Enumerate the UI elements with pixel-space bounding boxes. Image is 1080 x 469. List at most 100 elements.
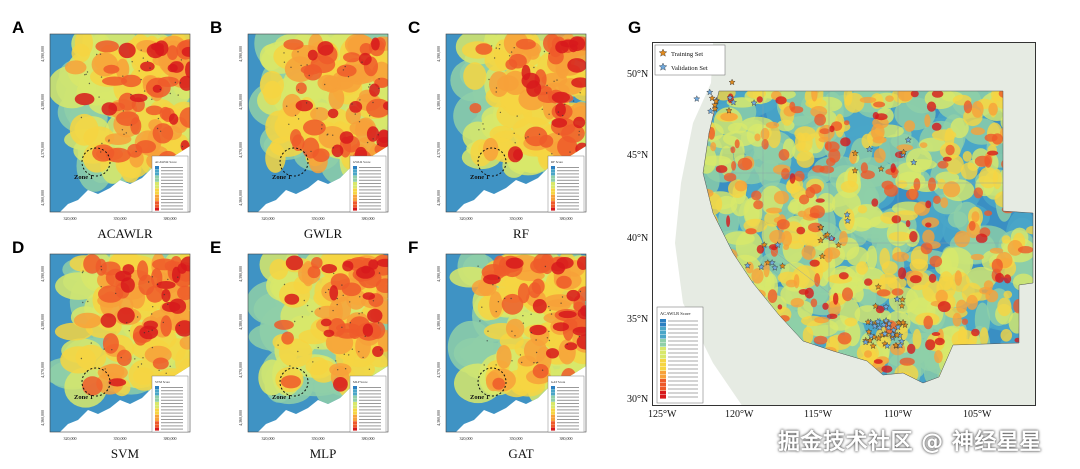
x-tick-label: 320,000 [64, 216, 77, 222]
western-us-score-map: Training Set Validation Set ACAWLR Score [653, 43, 1035, 405]
susceptibility-map-mlp: Zone 1 MLP Score 4,390,000 4,380,000 4,370,0… [238, 253, 389, 442]
x-tick-label: 350,000 [114, 216, 127, 222]
panel-letter-g: G [628, 18, 642, 37]
panel-caption-rf: RF [513, 226, 529, 241]
y-tick-label: 4,380,000 [40, 314, 46, 330]
x-tick-label: 320,000 [460, 436, 473, 442]
score-legend: MLP Score [349, 375, 387, 433]
latitude-label: 40°N [627, 233, 649, 244]
panel-letter-b: B [210, 18, 223, 37]
zone-1-label: Zone 1 [470, 174, 489, 181]
y-tick-label: 4,390,000 [40, 266, 46, 282]
zone-1-label: Zone 1 [272, 174, 291, 181]
y-tick-label: 4,370,000 [436, 142, 442, 158]
y-tick-label: 4,370,000 [40, 142, 46, 158]
x-tick-label: 350,000 [510, 216, 523, 222]
longitude-label: 125°W [648, 409, 677, 420]
zone-1-label: Zone 1 [272, 394, 291, 401]
latitude-label: 45°N [627, 150, 649, 161]
panel-caption-gat: GAT [508, 446, 534, 461]
svg-text:RF Score: RF Score [551, 160, 564, 164]
svg-text:ACAWLR Score: ACAWLR Score [660, 311, 691, 316]
y-tick-label: 4,380,000 [238, 314, 244, 330]
x-tick-label: 350,000 [510, 436, 523, 442]
svg-text:MLP Score: MLP Score [353, 380, 368, 384]
longitude-label: 105°W [963, 409, 992, 420]
x-tick-label: 380,000 [164, 216, 177, 222]
acawlr-score-legend: ACAWLR Score [656, 306, 704, 404]
legend-star-icon [658, 48, 668, 57]
longitude-label: 120°W [725, 409, 754, 420]
x-tick-label: 380,000 [362, 436, 375, 442]
y-tick-label: 4,360,000 [40, 410, 46, 426]
panel-letter-a: A [12, 18, 25, 37]
x-tick-label: 380,000 [560, 216, 573, 222]
watermark-text: 掘金技术社区 @ 神经星星 [778, 430, 1042, 455]
score-legend: RF Score [547, 155, 585, 213]
x-tick-label: 320,000 [262, 216, 275, 222]
zone-1-label: Zone 1 [470, 394, 489, 401]
susceptibility-map-svm: Zone 1 SVM Score 4,390,000 4,380,000 4,370,0… [40, 253, 191, 442]
panel-letter-e: E [210, 238, 222, 257]
zone-1-circle [279, 147, 309, 177]
y-tick-label: 4,360,000 [238, 190, 244, 206]
score-legend: ACAWLR Score [151, 155, 189, 213]
x-tick-label: 380,000 [164, 436, 177, 442]
zone-1-circle [477, 147, 507, 177]
x-tick-label: 380,000 [362, 216, 375, 222]
legend-label: Validation Set [671, 65, 708, 72]
susceptibility-map-gat: Zone 1 GAT Score 4,390,000 4,380,000 4,370,0… [436, 253, 587, 442]
x-tick-label: 320,000 [64, 436, 77, 442]
x-tick-label: 350,000 [312, 216, 325, 222]
panel-caption-mlp: MLP [309, 446, 337, 461]
x-tick-label: 380,000 [560, 436, 573, 442]
score-legend: SVM Score [151, 375, 189, 433]
y-tick-label: 4,390,000 [40, 46, 46, 62]
panel-caption-acawlr: ACAWLR [97, 226, 153, 241]
y-tick-label: 4,380,000 [436, 94, 442, 110]
x-tick-label: 320,000 [262, 436, 275, 442]
y-tick-label: 4,380,000 [436, 314, 442, 330]
longitude-label: 110°W [884, 409, 913, 420]
zone-1-circle [81, 367, 111, 397]
y-tick-label: 4,360,000 [238, 410, 244, 426]
svg-text:ACAWLR Score: ACAWLR Score [155, 160, 177, 164]
svg-text:GWLR Score: GWLR Score [353, 160, 371, 164]
x-tick-label: 320,000 [460, 216, 473, 222]
panel-letter-c: C [408, 18, 421, 37]
zone-1-label: Zone 1 [74, 394, 93, 401]
y-tick-label: 4,390,000 [238, 46, 244, 62]
latitude-label: 35°N [627, 314, 649, 325]
panel-letter-d: D [12, 238, 25, 257]
y-tick-label: 4,370,000 [238, 142, 244, 158]
susceptibility-map-gwlr: Zone 1 GWLR Score 4,390,000 4,380,000 4,370,… [238, 33, 389, 222]
y-tick-label: 4,390,000 [436, 266, 442, 282]
svg-text:GAT Score: GAT Score [551, 380, 566, 384]
y-tick-label: 4,380,000 [238, 94, 244, 110]
y-tick-label: 4,370,000 [238, 362, 244, 378]
susceptibility-map-acawlr: Zone 1 ACAWLR Score 4,390,000 4,380,000 4,37… [40, 33, 191, 222]
y-tick-label: 4,360,000 [40, 190, 46, 206]
y-tick-label: 4,360,000 [436, 190, 442, 206]
x-tick-label: 350,000 [312, 436, 325, 442]
zone-1-circle [477, 367, 507, 397]
zone-1-circle [279, 367, 309, 397]
svg-text:SVM Score: SVM Score [155, 380, 171, 384]
panel-caption-gwlr: GWLR [303, 226, 343, 241]
score-legend: GWLR Score [349, 155, 387, 213]
western-us-map: Training Set Validation Set ACAWLR Score [652, 42, 1036, 406]
legend-star-icon [658, 62, 668, 71]
zone-1-label: Zone 1 [74, 174, 93, 181]
latitude-label: 30°N [627, 394, 649, 405]
y-tick-label: 4,390,000 [238, 266, 244, 282]
susceptibility-map-rf: Zone 1 RF Score 4,390,000 4,380,000 4,370,00… [436, 33, 587, 222]
longitude-label: 115°W [804, 409, 833, 420]
y-tick-label: 4,360,000 [436, 410, 442, 426]
latitude-label: 50°N [627, 69, 649, 80]
zone-1-circle [81, 147, 111, 177]
x-tick-label: 350,000 [114, 436, 127, 442]
set-legend: Training Set Validation Set [654, 44, 726, 76]
score-legend: GAT Score [547, 375, 585, 433]
panel-caption-svm: SVM [110, 446, 140, 461]
y-tick-label: 4,380,000 [40, 94, 46, 110]
